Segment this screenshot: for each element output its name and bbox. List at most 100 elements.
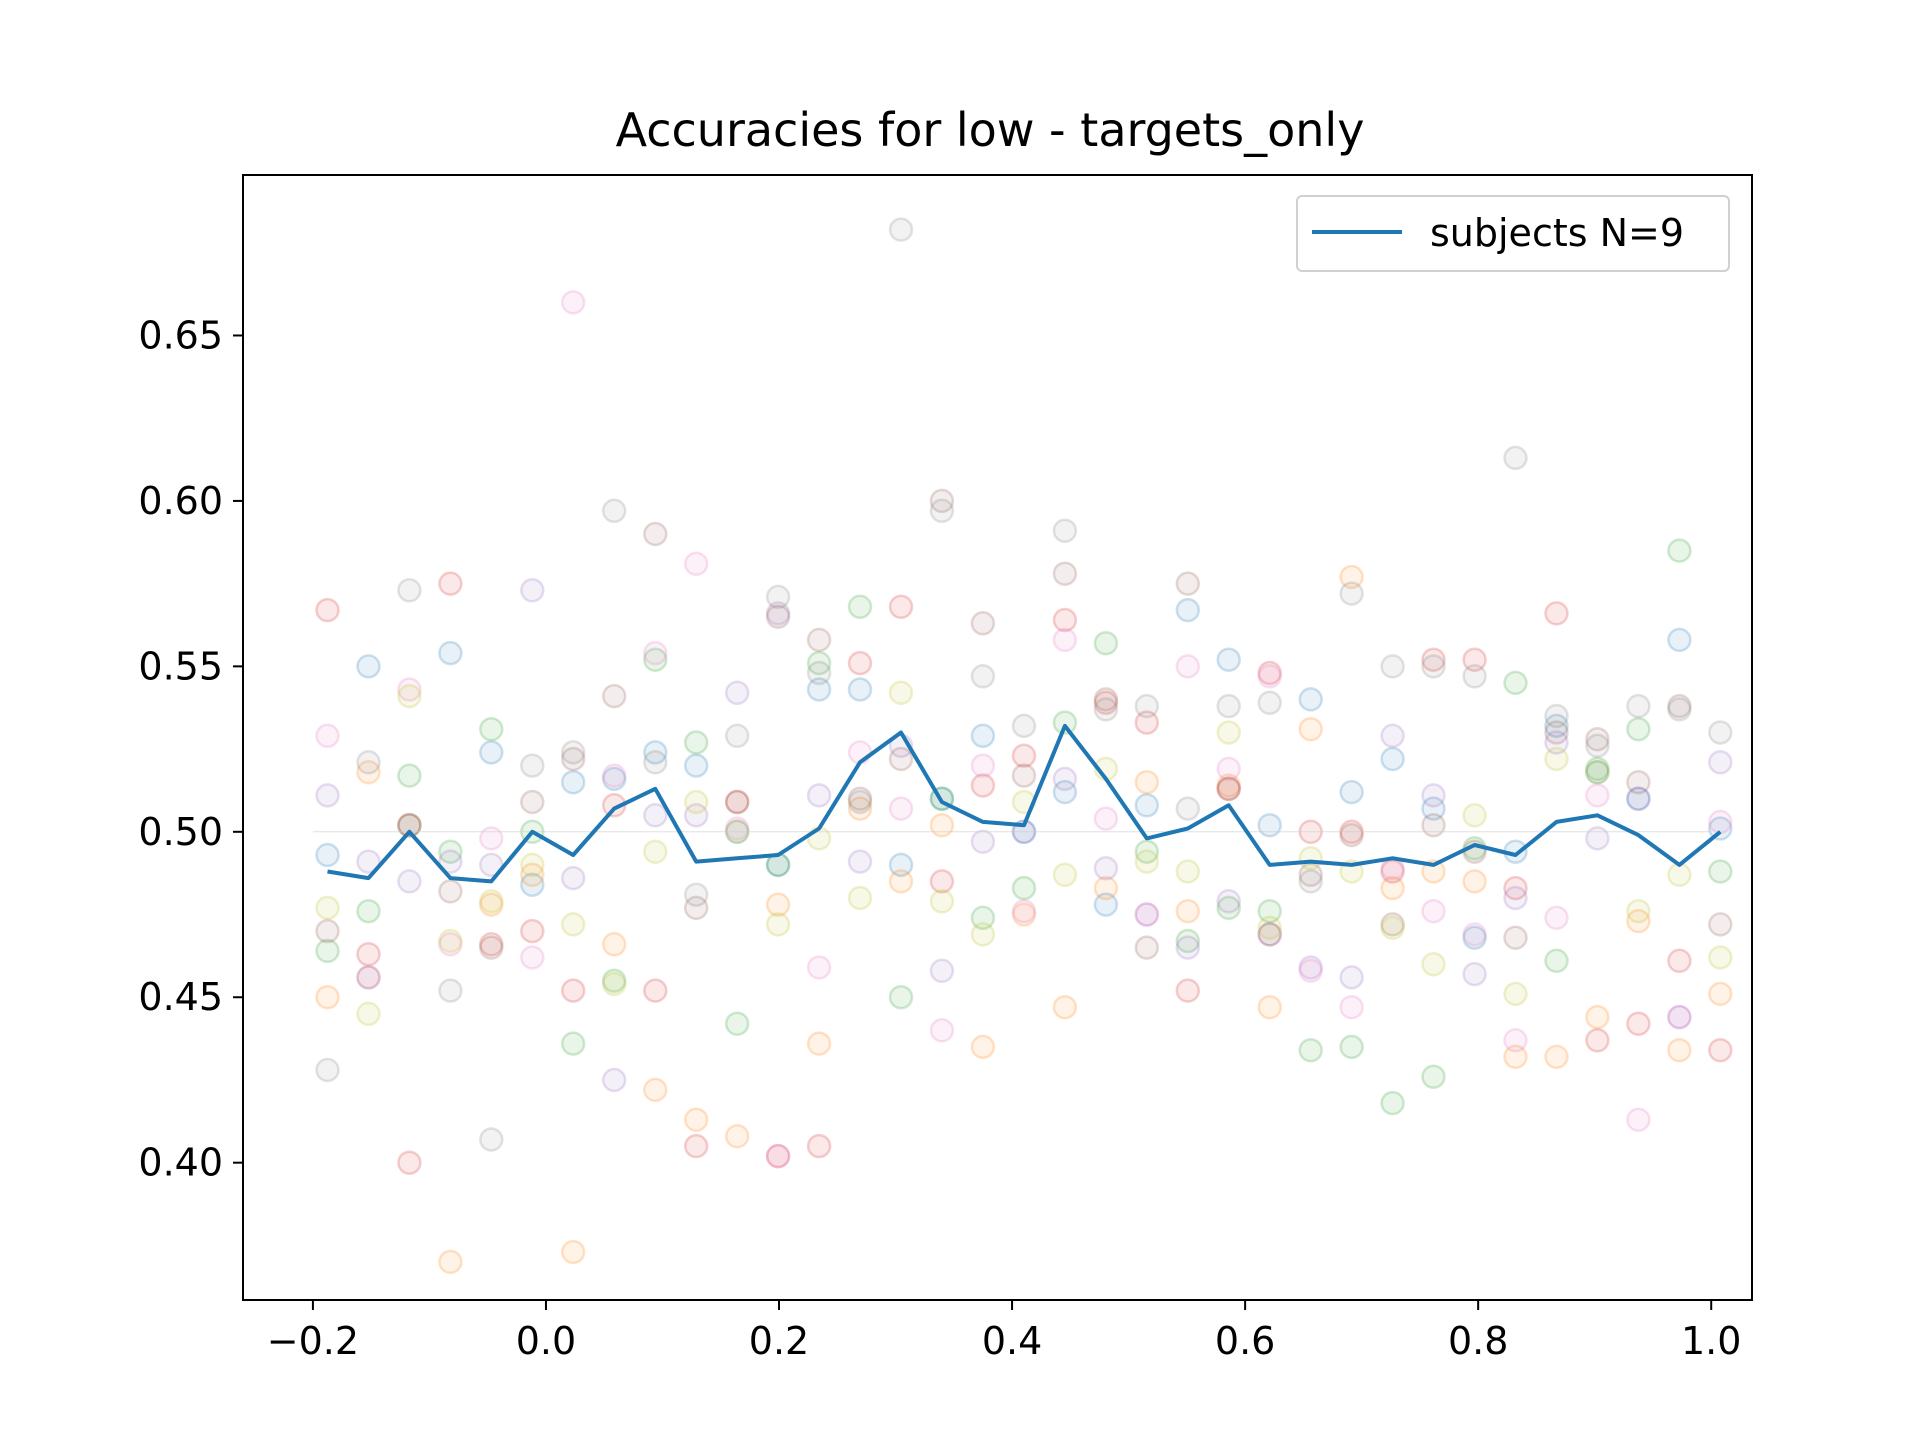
subject-8-point [847, 789, 873, 815]
subject-8-point [479, 1127, 504, 1152]
subject-4-point [1380, 859, 1405, 884]
subject-5-point [1052, 766, 1078, 792]
subject-2-point [765, 892, 791, 917]
subject-8-point [1421, 654, 1446, 679]
subject-7-point [560, 290, 586, 315]
subject-6-point [479, 935, 504, 960]
subject-2-point [643, 1077, 668, 1103]
subject-7-point [1175, 654, 1201, 679]
subject-3-point [683, 730, 709, 755]
subject-4-point [520, 918, 545, 944]
legend-box [1296, 195, 1730, 272]
subject-8-point [601, 498, 627, 524]
subject-6-point [643, 521, 668, 547]
subject-3-point [601, 968, 627, 993]
subject-7-point [1298, 958, 1323, 984]
subject-6-point [683, 895, 709, 921]
subject-2-point [970, 1034, 996, 1060]
subject-9-point [560, 912, 586, 937]
subject-5-point [806, 783, 832, 808]
subject-8-point [560, 740, 586, 765]
subject-7-point [1011, 898, 1037, 924]
subject-7-point [438, 932, 463, 957]
subject-7-point [929, 1018, 955, 1043]
subject-6-point [1667, 693, 1692, 719]
subject-1-point [315, 842, 340, 868]
subject-3-point [438, 839, 463, 864]
subject-4-point [479, 932, 504, 957]
subject-7-point [1052, 627, 1078, 653]
subject-5-point [438, 849, 463, 874]
subject-6-point [438, 879, 463, 904]
subject-3-point [356, 898, 381, 924]
subject-9-point [1544, 746, 1569, 772]
subject-2-point [724, 1123, 750, 1149]
subject-8-point [315, 1057, 340, 1083]
subject-4-point [724, 789, 750, 815]
subject-1-point [806, 677, 832, 702]
subject-3-point [1339, 1034, 1364, 1060]
subject-1-point [1257, 812, 1282, 838]
subject-6-point [929, 488, 955, 514]
subject-4-point [643, 978, 668, 1003]
subject-5-point [397, 869, 422, 894]
subject-5-point [1462, 961, 1487, 987]
subject-4-point [1503, 875, 1528, 901]
subject-6-point [1134, 935, 1160, 960]
subject-3-point [1380, 1090, 1405, 1116]
x-tick-label: 0.2 [749, 1319, 809, 1363]
subject-1-point [1216, 647, 1241, 672]
subject-2-point [847, 796, 873, 821]
subject-7-point [1421, 898, 1446, 924]
subject-7-point [1093, 806, 1119, 831]
subject-5-point [1380, 723, 1405, 749]
subject-6-point [356, 965, 381, 990]
subject-6-point [1093, 687, 1119, 712]
subject-3-point [970, 905, 996, 931]
subject-1-point [1626, 786, 1651, 811]
subject-8-point [1708, 720, 1733, 745]
subject-5-point [1093, 855, 1119, 881]
subject-1-point [601, 766, 627, 792]
subject-4-point [1052, 607, 1078, 633]
subject-1-point [1339, 779, 1364, 805]
subject-9-point [315, 895, 340, 921]
subject-2-point [315, 984, 340, 1010]
subject-9-point [888, 680, 914, 706]
subject-2-point [806, 1031, 832, 1056]
subject-8-point [438, 978, 463, 1003]
subject-7-point [1544, 905, 1569, 931]
subject-9-point [643, 839, 668, 864]
subject-9-point [1667, 862, 1692, 888]
subject-6-point [1585, 726, 1610, 752]
subject-4-point [806, 1133, 832, 1159]
subject-8-point [1626, 693, 1651, 719]
subject-4-point [888, 594, 914, 620]
subject-5-point [1216, 889, 1241, 914]
subject-7-point [397, 677, 422, 702]
subject-9-point [438, 928, 463, 954]
subject-2-point [601, 932, 627, 957]
subject-6-point [315, 918, 340, 944]
subject-2-point [1667, 1037, 1692, 1063]
subject-4-point [315, 597, 340, 623]
subject-9-point [1462, 803, 1487, 828]
subject-4-point [1462, 647, 1487, 672]
subject-6-point [847, 786, 873, 811]
subject-8-point [1298, 869, 1323, 894]
subject-5-point [1585, 826, 1610, 851]
y-tick-label: 0.55 [138, 644, 223, 688]
subject-2-point [1544, 1044, 1569, 1070]
subject-4-point [1626, 1011, 1651, 1036]
subject-7-point [643, 640, 668, 666]
subject-6-point [724, 789, 750, 815]
subject-3-point [1216, 895, 1241, 921]
subject-8-point [765, 584, 791, 610]
subject-8-point [1134, 693, 1160, 719]
subject-6-point [806, 627, 832, 653]
subject-1-point [888, 852, 914, 878]
subject-9-point [1216, 720, 1241, 745]
subject-2-point [888, 869, 914, 894]
subject-7-point [601, 763, 627, 788]
